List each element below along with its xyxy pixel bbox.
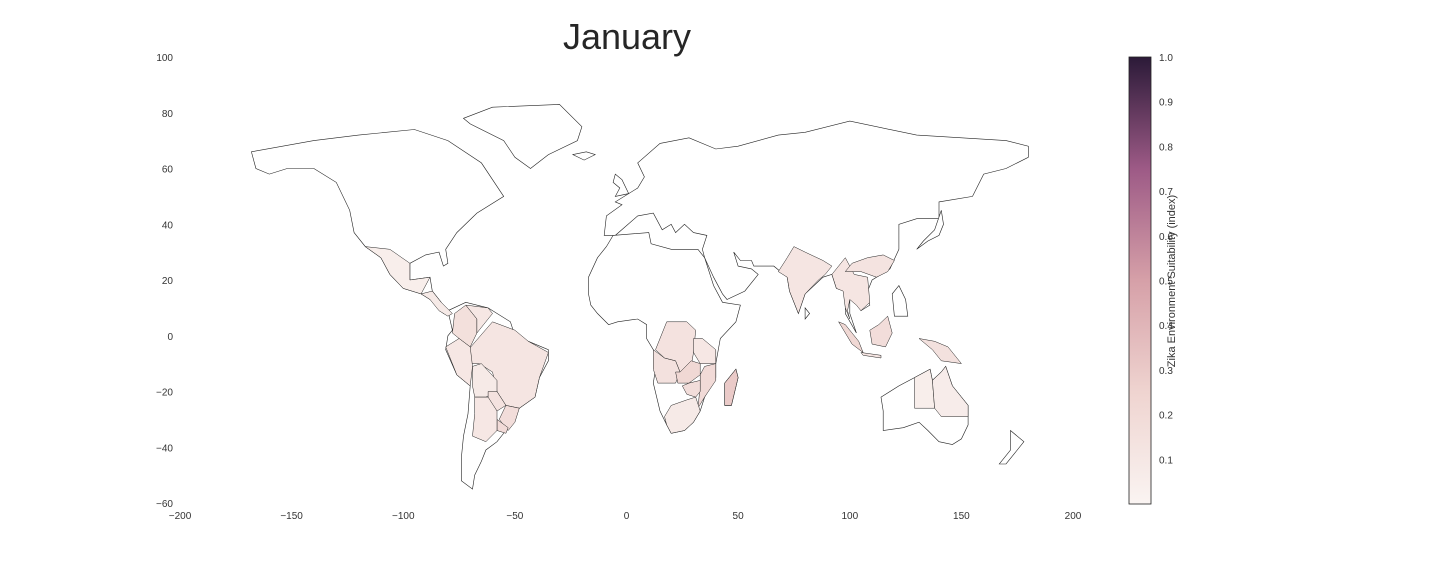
map-base xyxy=(251,104,1029,490)
region-south-africa xyxy=(664,396,701,434)
philippines-shape xyxy=(891,285,909,317)
new-zealand-shape xyxy=(998,429,1025,465)
japan-shape xyxy=(916,210,944,250)
region-java xyxy=(860,352,882,359)
region-south-brazil xyxy=(498,405,520,431)
region-zambia xyxy=(675,360,701,384)
colorbar-tick-label: 0.3 xyxy=(1159,366,1173,377)
region-south-china xyxy=(844,254,895,278)
colorbar-tick-label: 0.9 xyxy=(1159,98,1173,109)
sri-lanka-shape xyxy=(804,307,810,320)
y-tick-label: 60 xyxy=(162,165,174,176)
x-axis-ticks: −200 −150 −100 −50 0 50 100 150 200 xyxy=(169,511,1082,522)
region-queensland xyxy=(932,365,969,417)
x-tick-label: 200 xyxy=(1065,511,1082,522)
uk-shape xyxy=(612,173,630,197)
y-tick-label: −60 xyxy=(156,499,173,510)
region-india xyxy=(777,246,833,315)
colorbar-tick-label: 0.4 xyxy=(1159,321,1173,332)
colorbar-tick-label: 0.2 xyxy=(1159,411,1173,422)
colorbar-tick-label: 0.8 xyxy=(1159,142,1173,153)
region-argentina-north xyxy=(472,396,498,442)
region-venezuela xyxy=(465,304,493,334)
x-tick-label: 50 xyxy=(733,511,745,522)
iceland-shape xyxy=(571,151,597,161)
colorbar-tick-label: 0.1 xyxy=(1159,455,1173,466)
colorbar-tick-label: 1.0 xyxy=(1159,53,1173,64)
x-tick-label: −100 xyxy=(392,511,415,522)
region-sumatra xyxy=(837,321,864,354)
region-central-america xyxy=(420,290,453,317)
y-tick-label: 100 xyxy=(156,53,173,64)
y-tick-label: 0 xyxy=(167,332,173,343)
chart-title: January xyxy=(562,16,692,57)
region-peru xyxy=(445,338,473,387)
y-axis-ticks: 100 80 60 40 20 0 −20 −40 −60 xyxy=(156,53,173,510)
y-tick-label: 40 xyxy=(162,220,174,231)
region-dr-congo xyxy=(655,321,696,373)
region-new-guinea xyxy=(918,338,962,364)
colorbar-gradient xyxy=(1128,56,1152,505)
y-tick-label: −20 xyxy=(156,388,173,399)
region-zimbabwe xyxy=(681,380,701,398)
y-tick-label: 20 xyxy=(162,276,174,287)
region-borneo xyxy=(869,315,893,348)
colorbar-tick-label: 0.7 xyxy=(1159,187,1173,198)
region-tanzania xyxy=(693,338,717,364)
map-regions xyxy=(364,246,969,442)
x-tick-label: −50 xyxy=(506,511,523,522)
colorbar-label: Zika Environment Suitability (index) xyxy=(1166,194,1178,368)
colorbar: 0.1 0.2 0.3 0.4 0.5 0.6 0.7 0.8 0.9 1.0 xyxy=(1128,53,1173,505)
x-tick-label: 100 xyxy=(841,511,858,522)
region-southeast-asia xyxy=(831,257,871,320)
north-america-shape xyxy=(251,129,505,314)
x-tick-label: −200 xyxy=(169,511,192,522)
x-tick-label: −150 xyxy=(280,511,303,522)
y-tick-label: 80 xyxy=(162,109,174,120)
eurasia-shape xyxy=(603,120,1029,334)
x-tick-label: 0 xyxy=(624,511,630,522)
greenland-shape xyxy=(462,104,583,169)
region-madagascar xyxy=(724,368,739,406)
colorbar-tick-label: 0.5 xyxy=(1159,277,1173,288)
region-mexico xyxy=(364,246,431,295)
colorbar-tick-label: 0.6 xyxy=(1159,232,1173,243)
x-tick-label: 150 xyxy=(953,511,970,522)
y-tick-label: −40 xyxy=(156,443,173,454)
